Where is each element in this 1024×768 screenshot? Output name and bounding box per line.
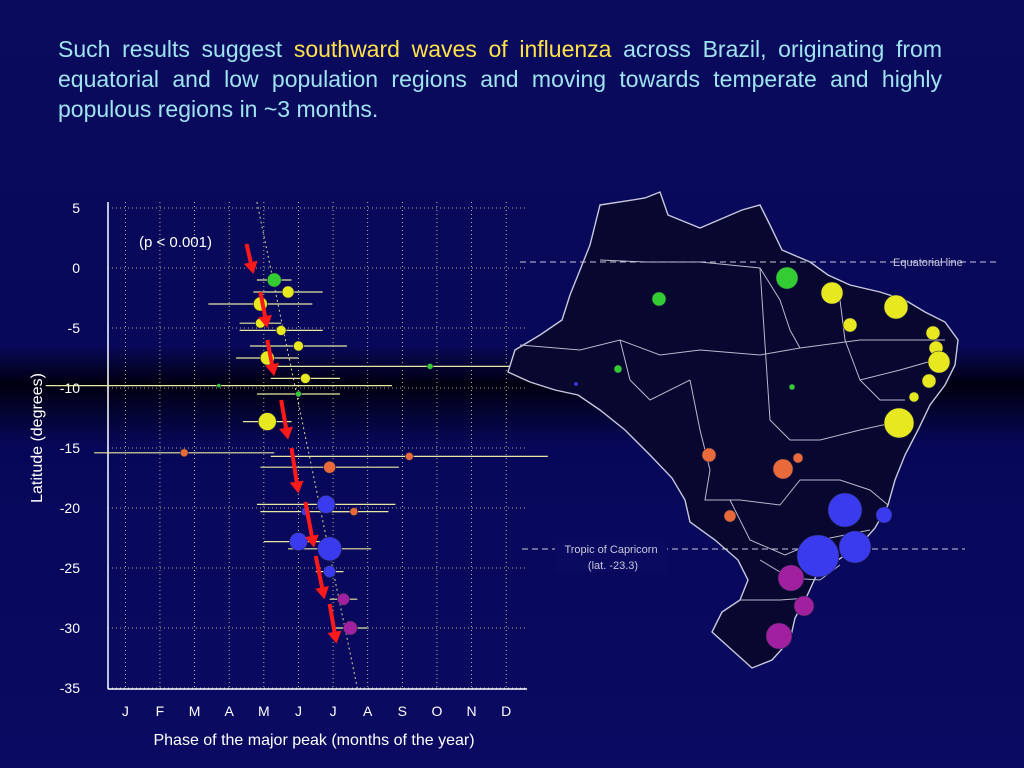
data-point — [426, 363, 434, 370]
trend-arrow — [265, 339, 274, 365]
y-axis-label: Latitude (degrees) — [29, 373, 46, 503]
data-point — [281, 285, 295, 299]
trend-arrow — [289, 447, 299, 483]
y-tick-label: -25 — [60, 560, 80, 576]
map-markers — [573, 266, 951, 650]
data-point — [317, 536, 342, 562]
tocantins-marker — [788, 383, 796, 391]
data-point — [289, 532, 308, 551]
chart-arrows — [243, 243, 342, 644]
equatorial-line: Equatorial line — [520, 257, 1000, 269]
data-point — [323, 565, 336, 578]
pernambuco-marker — [927, 350, 951, 374]
data-point — [316, 495, 336, 514]
trend-arrow — [279, 399, 288, 429]
headline-part1: Such results suggest — [58, 36, 294, 62]
data-point — [404, 452, 414, 461]
data-point — [343, 620, 358, 636]
goias-marker — [772, 458, 794, 480]
data-point — [349, 507, 359, 516]
amazonas-marker — [651, 291, 667, 307]
data-point — [266, 272, 282, 288]
y-tick-label: 5 — [72, 200, 80, 216]
x-axis-label: Phase of the major peak (months of the y… — [153, 732, 474, 749]
y-tick-label: -35 — [60, 680, 80, 696]
trend-arrowhead — [265, 362, 279, 376]
data-point — [257, 412, 277, 431]
piaui-marker — [842, 317, 858, 333]
rn-marker — [925, 325, 941, 341]
trend-arrowhead — [304, 534, 319, 548]
amapa-marker — [775, 266, 799, 290]
trend-arrow — [244, 243, 253, 263]
x-tick-label: A — [225, 703, 235, 719]
data-point — [337, 592, 350, 606]
data-point — [275, 325, 287, 336]
tropic-of-capricorn: Tropic of Capricorn (lat. -23.3) — [522, 542, 965, 572]
y-tick-label: -20 — [60, 500, 80, 516]
x-tick-label: J — [330, 703, 337, 719]
trend-arrowhead — [327, 630, 342, 644]
equatorial-line-label: Equatorial line — [893, 257, 963, 269]
headline-part2: across Brazil, originating from equatori… — [58, 36, 942, 122]
p-value-annotation: (p < 0.001) — [139, 234, 212, 251]
x-tick-label: S — [398, 703, 407, 719]
trend-arrow — [303, 501, 314, 537]
rs-marker — [765, 622, 793, 650]
data-point — [295, 390, 302, 398]
santa-catarina-marker — [793, 595, 815, 617]
x-tick-label: N — [467, 703, 477, 719]
y-tick-label: -15 — [60, 440, 80, 456]
chart-points — [179, 272, 434, 636]
headline-text: Such results suggest southward waves of … — [58, 34, 942, 124]
chart-grid — [108, 202, 527, 689]
trend-arrow — [258, 291, 267, 317]
trend-arrow — [327, 603, 337, 633]
data-point — [323, 460, 336, 474]
df-marker — [792, 452, 804, 464]
trend-arrowhead — [289, 480, 304, 494]
trend-arrowhead — [243, 260, 258, 274]
headline-highlight: southward waves of influenza — [293, 36, 612, 62]
data-point — [293, 340, 304, 352]
sergipe-marker — [908, 391, 920, 403]
trend-arrowhead — [279, 426, 293, 440]
y-tick-label: 0 — [72, 260, 80, 276]
trend-arrow — [313, 555, 325, 588]
ms-marker — [723, 509, 737, 523]
chart-axes: 5 0 -5 -10 -15 -20 -25 -30 -35 J F M A M J J A S O N D — [60, 200, 527, 719]
sao-paulo-marker — [796, 534, 840, 578]
trend-arrowhead — [258, 314, 272, 328]
rio-marker — [838, 530, 872, 564]
x-tick-label: F — [156, 703, 165, 719]
minas-marker — [827, 492, 863, 528]
ceara-marker — [883, 294, 909, 320]
data-point — [179, 448, 189, 458]
mato-grosso-marker — [701, 447, 717, 463]
x-tick-label: D — [501, 703, 511, 719]
x-tick-label: O — [432, 703, 443, 719]
y-tick-label: -5 — [68, 320, 81, 336]
parana-marker — [777, 564, 805, 592]
x-tick-label: J — [295, 703, 302, 719]
x-tick-label: M — [189, 703, 201, 719]
trend-arrowhead — [315, 586, 329, 600]
data-point — [300, 373, 311, 384]
x-tick-label: M — [258, 703, 270, 719]
y-tick-label: -10 — [60, 380, 80, 396]
tropic-label: Tropic of Capricorn — [564, 544, 657, 556]
bahia-marker — [883, 407, 915, 439]
acre-marker — [613, 364, 623, 374]
y-tick-label: -30 — [60, 620, 80, 636]
x-tick-label: J — [122, 703, 129, 719]
alagoas-marker — [921, 373, 937, 389]
x-tick-label: A — [363, 703, 373, 719]
data-point — [216, 383, 222, 388]
maranhao-marker — [820, 281, 844, 305]
espirito-santo-marker — [875, 506, 893, 524]
rondonia-marker — [573, 381, 579, 387]
tropic-lat-label: (lat. -23.3) — [588, 560, 638, 572]
